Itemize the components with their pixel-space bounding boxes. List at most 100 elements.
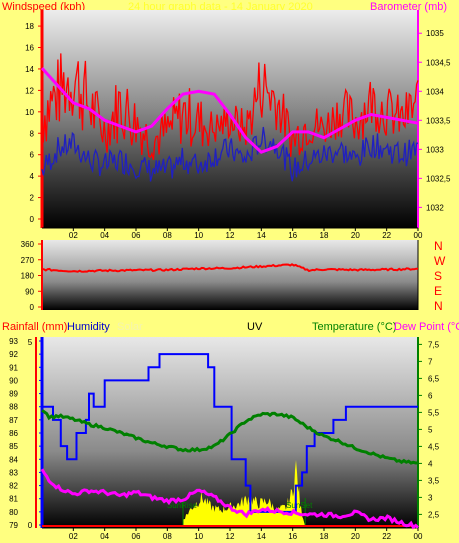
solar-legend-label: Solar [117, 321, 143, 333]
x-tick-label: 06 [132, 532, 141, 541]
x-tick-label: 18 [320, 532, 329, 541]
y-tick-label: 5 [428, 425, 433, 434]
y-tick-label: 1032,5 [426, 174, 451, 183]
y-tick-label: 92 [9, 350, 18, 359]
compass-letter: W [434, 254, 446, 268]
windspeed-gust-line [41, 53, 419, 160]
x-tick-label: 08 [163, 532, 172, 541]
x-tick-label: 02 [69, 532, 78, 541]
y-tick-label: 79 [9, 521, 18, 530]
y-tick-label: 4 [30, 172, 35, 181]
x-tick-label: 08 [163, 231, 172, 240]
y-tick-label: 90 [9, 376, 18, 385]
y-tick-label: 1034 [426, 87, 444, 96]
y-tick-label: 2,5 [428, 510, 440, 519]
y-tick-label: 14 [25, 65, 34, 74]
y-tick-label: 7 [428, 357, 433, 366]
x-tick-label: 14 [257, 532, 266, 541]
y-tick-label: 2 [30, 194, 35, 203]
wind-direction-line [41, 263, 419, 273]
x-tick-label: 16 [288, 532, 297, 541]
y-tick-label: 10 [25, 108, 34, 117]
rainfall-axis-title: Rainfall (mm) [2, 321, 68, 333]
y-tick-label: 83 [9, 468, 18, 477]
y-tick-label: 1032 [426, 203, 444, 212]
x-tick-label: 12 [226, 532, 235, 541]
y-tick-label: 6 [428, 391, 433, 400]
uv-legend-label: UV [247, 321, 263, 333]
humidity-axis-title: Humidity [67, 321, 110, 333]
x-tick-label: 14 [257, 231, 266, 240]
y-tick-label: 88 [9, 403, 18, 412]
y-tick-label: 4 [428, 459, 433, 468]
y-tick-label: 0 [30, 215, 35, 224]
x-tick-label: 22 [382, 532, 391, 541]
x-tick-label: 18 [320, 231, 329, 240]
y-tick-label: 180 [21, 272, 35, 281]
y-tick-label: 270 [21, 256, 35, 265]
y-tick-label: 6 [30, 151, 35, 160]
y-tick-label: 0 [28, 521, 33, 530]
y-tick-label: 3,5 [428, 476, 440, 485]
rain-humidity-temp-chart: 0 5 79 80 81 82 83 84 85 86 87 88 89 90 91 92 93 2,5 3 3,5 4… [9, 337, 440, 541]
sunset-label: SunSet [286, 501, 313, 510]
y-tick-label: 16 [25, 44, 34, 53]
y-tick-label: 82 [9, 482, 18, 491]
x-tick-label: 04 [100, 231, 109, 240]
solar-area [183, 460, 306, 526]
y-tick-label: 80 [9, 508, 18, 517]
wind-barometer-chart: 02468101214161810321032,510331033,510341… [25, 10, 451, 240]
y-tick-label: 4,5 [428, 442, 440, 451]
y-tick-label: 1033,5 [426, 116, 451, 125]
y-tick-label: 90 [25, 287, 34, 296]
y-tick-label: 84 [9, 455, 18, 464]
y-tick-label: 1033 [426, 145, 444, 154]
y-tick-label: 12 [25, 86, 34, 95]
y-tick-label: 8 [30, 129, 35, 138]
y-tick-label: 93 [9, 337, 18, 346]
y-tick-label: 6,5 [428, 374, 440, 383]
wind-direction-chart: 0 90 180 270 360 [21, 240, 419, 312]
x-tick-label: 20 [351, 532, 360, 541]
x-tick-label: 02 [69, 231, 78, 240]
x-tick-label: 16 [288, 231, 297, 240]
windspeed-average-line [41, 126, 419, 182]
y-tick-label: 89 [9, 390, 18, 399]
barometer-line [40, 67, 419, 154]
y-tick-label: 18 [25, 22, 34, 31]
y-tick-label: 86 [9, 429, 18, 438]
humidity-line [42, 353, 418, 513]
dew-point-line [40, 468, 420, 530]
compass-letter: S [434, 269, 443, 283]
y-tick-label: 87 [9, 416, 18, 425]
y-tick-label: 7,5 [428, 340, 440, 349]
y-tick-label: 85 [9, 442, 18, 451]
x-tick-label: 20 [351, 231, 360, 240]
y-tick-label: 5,5 [428, 408, 440, 417]
x-tick-label: 00 [414, 231, 423, 240]
plot-background [42, 240, 418, 310]
compass-letter: N [434, 299, 443, 313]
x-tick-label: 06 [132, 231, 141, 240]
y-tick-label: 0 [30, 303, 35, 312]
compass-letter: E [434, 284, 443, 298]
y-tick-label: 360 [21, 240, 35, 249]
temperature-line [41, 409, 419, 465]
temperature-axis-title: Temperature (°C) [312, 321, 397, 333]
y-tick-label: 81 [9, 495, 18, 504]
y-tick-label: 1035 [426, 29, 444, 38]
dew-point-axis-title: Dew Point (°C [394, 321, 459, 333]
y-tick-label: 91 [9, 363, 18, 372]
x-tick-label: 04 [100, 532, 109, 541]
x-tick-label: 10 [194, 532, 203, 541]
x-tick-label: 22 [382, 231, 391, 240]
x-tick-label: 00 [414, 532, 423, 541]
x-tick-label: 10 [194, 231, 203, 240]
y-tick-label: 3 [428, 493, 433, 502]
compass-letter: N [434, 239, 443, 253]
x-tick-label: 12 [226, 231, 235, 240]
y-tick-label: 5 [28, 338, 33, 347]
y-tick-label: 1034,5 [426, 58, 451, 67]
sunrise-label: SunRise [167, 501, 198, 510]
